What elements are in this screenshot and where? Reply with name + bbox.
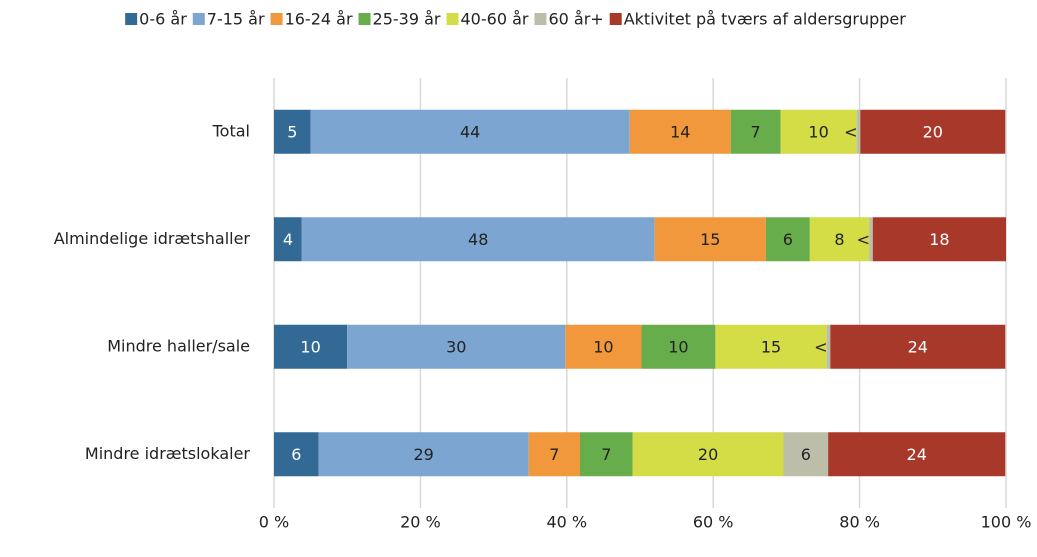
legend-swatch xyxy=(446,13,459,25)
data-label: 14 xyxy=(670,122,690,141)
x-tick-label: 0 % xyxy=(259,513,289,532)
data-label: 20 xyxy=(698,445,718,464)
legend: 0-6 år 7-15 år 16-24 år 25-39 år 40-60 år 60 … xyxy=(125,10,906,29)
bar-segment xyxy=(809,217,870,262)
data-label: 5 xyxy=(287,122,297,141)
bar-segment xyxy=(318,432,529,477)
bar-segment xyxy=(856,109,861,154)
data-label: 7 xyxy=(549,445,559,464)
y-tick-label: Mindre haller/sale xyxy=(107,336,250,355)
legend-swatch xyxy=(534,13,547,25)
bar-segment xyxy=(274,432,319,477)
bar-segment xyxy=(872,217,1006,262)
bar-segment xyxy=(654,217,766,262)
bar-segment xyxy=(274,324,348,369)
legend-label: 25-39 år xyxy=(373,10,441,29)
bar-segment xyxy=(632,432,784,477)
data-label: 24 xyxy=(907,445,927,464)
legend-swatch xyxy=(609,13,622,25)
legend-swatch xyxy=(125,13,138,25)
data-label: 10 xyxy=(808,122,828,141)
bar-segment xyxy=(780,109,857,154)
bar-segment xyxy=(274,217,302,262)
data-label: 48 xyxy=(468,230,488,249)
bar-segment xyxy=(565,324,642,369)
bar-segment xyxy=(828,432,1006,477)
data-label: 15 xyxy=(700,230,720,249)
legend-label: 0-6 år xyxy=(139,10,187,29)
x-tick-label: 100 % xyxy=(981,513,1032,532)
data-label: 10 xyxy=(593,337,613,356)
bar-segment xyxy=(579,432,633,477)
bar-segment xyxy=(629,109,731,154)
bar-segment xyxy=(347,324,566,369)
legend-label: 16-24 år xyxy=(285,10,353,29)
legend-swatch xyxy=(192,13,205,25)
data-label: 29 xyxy=(414,445,434,464)
data-label: 4 xyxy=(283,230,293,249)
data-label: 44 xyxy=(460,122,480,141)
bar-segment xyxy=(830,324,1006,369)
data-label: 7 xyxy=(751,122,761,141)
y-tick-label: Total xyxy=(212,121,250,140)
x-tick-label: 60 % xyxy=(693,513,734,532)
data-label: 15 xyxy=(761,337,781,356)
data-label: 6 xyxy=(783,230,793,249)
bar-segment xyxy=(730,109,781,154)
bar-segment xyxy=(301,217,655,262)
data-label: 24 xyxy=(908,337,928,356)
bar-segment xyxy=(274,109,311,154)
data-label: 18 xyxy=(929,230,949,249)
bar-segment xyxy=(869,217,873,262)
bar-segment xyxy=(783,432,829,477)
data-label: 10 xyxy=(668,337,688,356)
data-label: 20 xyxy=(923,122,943,141)
bar-segment xyxy=(715,324,827,369)
x-tick-label: 40 % xyxy=(546,513,587,532)
bar-segment xyxy=(310,109,630,154)
bar-segment xyxy=(641,324,716,369)
x-tick-label: 20 % xyxy=(400,513,441,532)
bar-segment xyxy=(765,217,810,262)
data-label: 8 xyxy=(834,230,844,249)
data-label: 10 xyxy=(300,337,320,356)
data-label: 7 xyxy=(601,445,611,464)
legend-label: Aktivitet på tværs af aldersgrupper xyxy=(624,10,907,29)
bar-segment xyxy=(528,432,580,477)
data-label: 6 xyxy=(291,445,301,464)
data-label: 30 xyxy=(446,337,466,356)
legend-label: 40-60 år xyxy=(461,10,529,29)
bar-segment xyxy=(860,109,1006,154)
legend-swatch xyxy=(270,13,283,25)
bar-segment xyxy=(826,324,831,369)
x-tick-label: 80 % xyxy=(839,513,880,532)
y-tick-label: Mindre idrætslokaler xyxy=(85,444,251,463)
legend-swatch xyxy=(358,13,371,25)
data-label: 6 xyxy=(801,445,811,464)
legend-label: 60 år+ xyxy=(548,10,603,29)
legend-label: 7-15 år xyxy=(207,10,265,29)
y-tick-label: Almindelige idrætshaller xyxy=(54,229,251,248)
